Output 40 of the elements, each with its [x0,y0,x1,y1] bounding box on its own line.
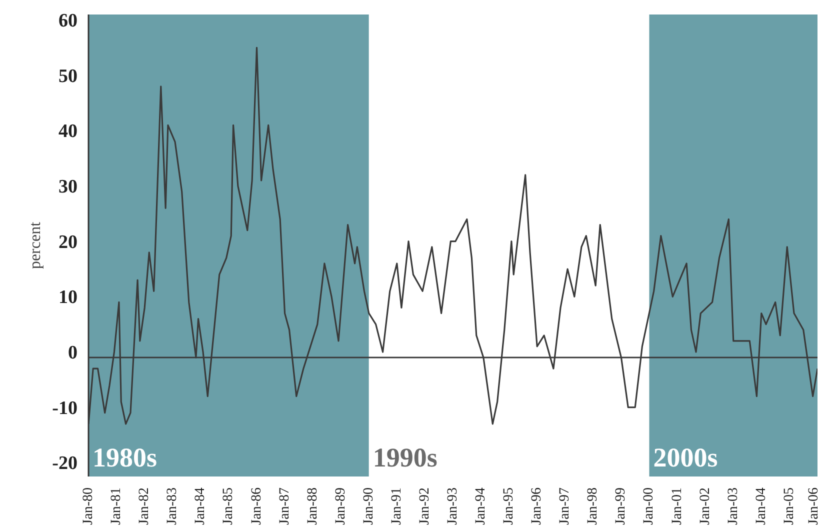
x-tick-label: Jan-06 [806,487,821,525]
x-tick-label: Jan-94 [474,487,489,525]
x-tick-label: Jan-85 [221,487,236,525]
y-tick-label: 0 [68,342,78,364]
x-tick-label: Jan-90 [361,487,376,525]
x-tick-label: Jan-82 [137,487,152,525]
x-tick-label: Jan-96 [530,487,545,525]
x-tick-label: Jan-87 [277,487,292,525]
band-label: 1980s [92,442,158,472]
y-tick-label: 50 [58,66,78,87]
x-tick-label: Jan-02 [698,487,713,525]
y-tick-label: 20 [58,232,78,253]
band-label: 1990s [372,442,438,472]
x-tick-label: Jan-04 [754,487,769,525]
x-tick-label: Jan-03 [726,487,741,525]
x-tick-label: Jan-83 [165,487,180,525]
x-tick-label: Jan-86 [249,487,264,525]
x-tick-label: Jan-81 [109,487,124,525]
x-tick-label: Jan-05 [782,487,797,525]
x-tick-label: Jan-80 [81,487,96,525]
y-axis-title: percent [27,221,44,270]
x-tick-label: Jan-91 [389,487,404,525]
x-tick-label: Jan-97 [558,487,573,525]
x-tick-label: Jan-99 [614,487,629,525]
x-tick-label: Jan-93 [446,487,461,525]
x-tick-label: Jan-89 [333,487,348,525]
band-label: 2000s [653,442,718,472]
y-tick-label: 10 [58,287,78,308]
x-tick-label: Jan-98 [586,487,601,525]
x-tick-label: Jan-01 [670,487,685,525]
x-tick-label: Jan-92 [417,487,432,525]
y-tick-label: -20 [52,453,78,474]
x-tick-label: Jan-88 [305,487,320,525]
x-tick-label: Jan-95 [502,487,517,525]
y-tick-label: -10 [52,398,78,419]
y-tick-label: 30 [58,176,78,198]
x-tick-label: Jan-00 [642,487,657,525]
y-tick-label: 60 [58,10,78,32]
x-tick-label: Jan-84 [193,487,208,525]
y-tick-label: 40 [58,121,78,142]
